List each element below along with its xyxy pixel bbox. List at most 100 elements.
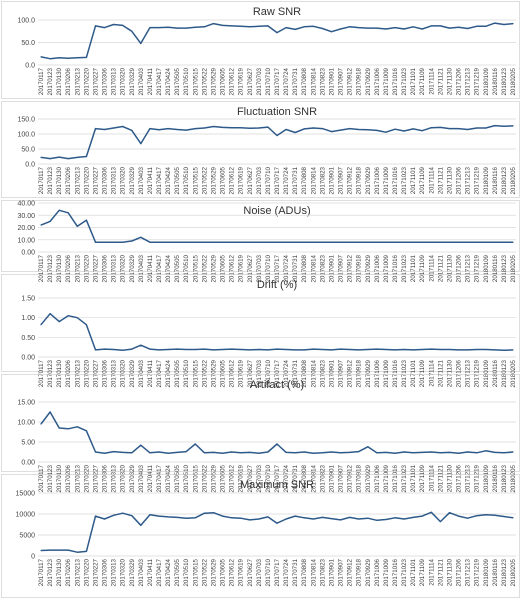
x-tick-label: 20170220 [83, 359, 90, 387]
y-tick-label: 10000 [16, 512, 36, 519]
data-point [294, 515, 296, 517]
y-tick-label: 1.50 [21, 296, 35, 303]
x-tick-label: 20170717 [274, 359, 281, 387]
data-point [457, 452, 460, 454]
x-tick-label: 20171023 [401, 166, 408, 194]
x-tick-label: 20171006 [374, 558, 381, 586]
data-point [67, 158, 69, 160]
chart-frame [1, 1, 520, 99]
x-tick-label: 20180109 [483, 558, 490, 586]
data-point [249, 451, 251, 453]
x-tick-label: 20170918 [356, 558, 363, 586]
data-point [267, 451, 269, 453]
x-tick-label: 20170710 [265, 67, 272, 95]
x-tick-label: 20170220 [83, 254, 90, 282]
x-tick-label: 20170306 [102, 558, 109, 586]
data-point [167, 348, 169, 351]
data-point [94, 241, 97, 243]
data-point [485, 348, 487, 351]
data-point [203, 127, 205, 129]
data-point [212, 512, 215, 514]
data-point [276, 348, 278, 350]
x-tick-label: 20170123 [47, 67, 54, 95]
chart-frame [1, 200, 520, 272]
x-tick-label: 20170717 [274, 254, 281, 282]
data-point [231, 517, 233, 519]
x-tick-label: 20171006 [374, 254, 381, 282]
chart-title: Maximum SNR [240, 479, 314, 491]
data-point [149, 514, 151, 516]
data-point [176, 241, 178, 243]
data-point [330, 31, 333, 33]
data-point [303, 128, 305, 130]
x-tick-label: 20180123 [501, 254, 508, 282]
x-tick-label: 20170929 [365, 166, 372, 194]
data-point [494, 22, 496, 24]
data-point [267, 516, 269, 518]
x-tick-label: 20170901 [328, 166, 335, 194]
x-tick-label: 20170612 [229, 464, 236, 492]
x-tick-label: 20170731 [292, 67, 299, 95]
data-point [131, 348, 133, 350]
data-point [140, 524, 142, 526]
data-point [131, 515, 133, 517]
x-tick-label: 20171121 [437, 464, 444, 492]
x-tick-label: 20180116 [492, 359, 499, 387]
x-tick-label: 20180205 [510, 166, 517, 194]
data-point [494, 241, 496, 243]
x-tick-label: 20171114 [428, 464, 435, 491]
data-point [140, 444, 142, 446]
x-tick-label: 20170912 [347, 254, 354, 282]
data-point [294, 349, 296, 351]
x-tick-label: 20171213 [465, 359, 472, 387]
chart-title: Noise (ADUs) [243, 205, 310, 217]
x-tick-label: 20180205 [510, 464, 517, 492]
data-point [140, 42, 142, 45]
data-point [430, 127, 432, 129]
x-tick-label: 20180205 [510, 359, 517, 387]
data-point [76, 156, 78, 158]
data-point [40, 156, 42, 158]
data-point [421, 515, 423, 517]
data-point [321, 128, 323, 130]
x-tick-label: 20170123 [47, 464, 54, 492]
x-tick-label: 20171206 [456, 67, 463, 95]
x-tick-label: 20171213 [465, 166, 472, 194]
data-point [276, 522, 278, 524]
x-tick-label: 20170206 [65, 464, 72, 492]
x-tick-label: 20170703 [256, 67, 263, 95]
x-tick-label: 20180116 [492, 558, 499, 586]
x-tick-label: 20170522 [201, 558, 208, 586]
data-point [158, 451, 160, 453]
data-point [149, 348, 151, 350]
data-point [430, 348, 432, 350]
data-point [394, 452, 396, 454]
x-tick-label: 20170703 [256, 166, 263, 194]
data-point [485, 241, 487, 243]
x-tick-label: 20171006 [374, 464, 381, 492]
data-point [167, 241, 169, 243]
data-point [85, 550, 87, 552]
x-tick-label: 20170117 [38, 464, 45, 492]
x-tick-label: 20170918 [356, 166, 363, 194]
data-point [339, 129, 342, 131]
data-point [249, 519, 251, 521]
x-tick-label: 20170907 [338, 254, 345, 282]
x-tick-label: 20170220 [83, 166, 90, 194]
data-point [376, 348, 378, 350]
data-point [221, 515, 224, 517]
data-point [122, 512, 124, 514]
x-tick-label: 20170814 [310, 558, 317, 586]
data-point [512, 23, 514, 25]
x-tick-label: 20180123 [501, 558, 508, 586]
x-tick-label: 20171121 [437, 359, 444, 387]
data-point [231, 451, 233, 453]
y-tick-label: 150.0 [17, 117, 35, 124]
x-tick-label: 20171206 [456, 166, 463, 194]
x-tick-label: 20170123 [47, 254, 54, 282]
data-point [439, 348, 441, 351]
data-point [358, 27, 360, 29]
x-tick-label: 20170320 [120, 67, 127, 95]
data-point [367, 517, 369, 519]
data-point [276, 31, 278, 34]
